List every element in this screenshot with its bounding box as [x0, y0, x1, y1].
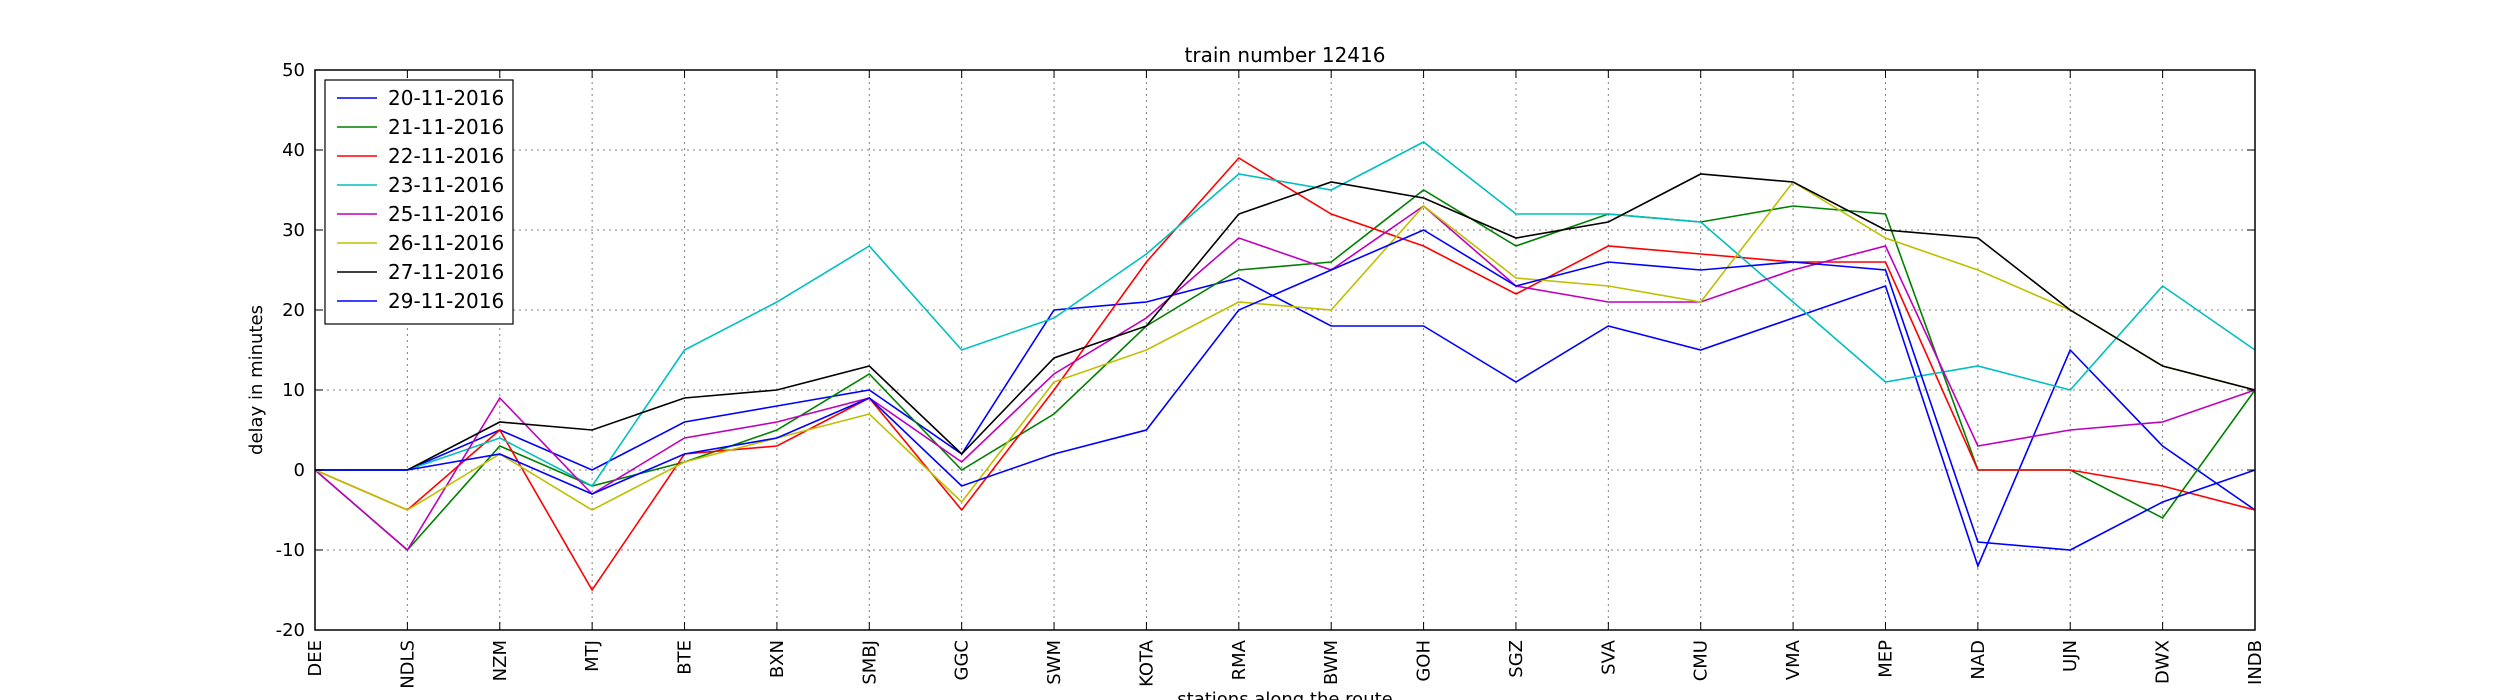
- x-tick-label: SWM: [1044, 640, 1065, 685]
- y-tick-label: -20: [276, 620, 305, 641]
- y-axis-label: delay in minutes: [246, 305, 267, 455]
- x-tick-label: BTE: [675, 640, 696, 675]
- chart-title: train number 12416: [1185, 43, 1386, 67]
- y-tick-label: -10: [276, 540, 305, 561]
- x-axis-ticks: DEE NDLS NZM MTJ BTE BXN SMBJ GGC SWM KOTA RMA BWM G…: [305, 70, 2266, 689]
- y-tick-label: 20: [282, 300, 305, 321]
- series-line-22-11-2016: [314, 156, 2256, 592]
- legend-entry: 26-11-2016: [388, 231, 504, 255]
- x-tick-label: BXN: [767, 640, 788, 678]
- x-axis-label: stations along the route: [1177, 689, 1392, 700]
- plot-frame: [314, 69, 2256, 631]
- y-tick-label: 0: [294, 460, 305, 481]
- x-tick-label: KOTA: [1136, 639, 1157, 687]
- legend-entry: 22-11-2016: [388, 144, 504, 168]
- x-tick-label: CMU: [1691, 640, 1712, 681]
- legend-entry: 21-11-2016: [388, 115, 504, 139]
- y-tick-label: 40: [282, 140, 305, 161]
- legend: 20-11-2016 21-11-2016 22-11-2016 23-11-2016…: [324, 79, 514, 325]
- y-tick-label: 30: [282, 220, 305, 241]
- x-tick-label: GOH: [1414, 640, 1435, 682]
- x-tick-label: VMA: [1783, 639, 1804, 680]
- legend-entry: 23-11-2016: [388, 173, 504, 197]
- x-tick-label: RMA: [1229, 639, 1250, 680]
- legend-entry: 20-11-2016: [388, 86, 504, 110]
- grid: [315, 70, 2255, 630]
- series-line-29-11-2016: [315, 229, 2256, 551]
- x-tick-label: INDB: [2245, 640, 2266, 685]
- x-tick-label: SVA: [1598, 639, 1619, 675]
- x-tick-label: NDLS: [397, 640, 418, 689]
- x-tick-label: DEE: [305, 640, 326, 677]
- series-lines: [314, 141, 2256, 592]
- legend-box: [324, 79, 514, 325]
- x-tick-label: DWX: [2153, 640, 2174, 684]
- y-tick-label: 50: [282, 60, 305, 81]
- y-tick-label: 10: [282, 380, 305, 401]
- legend-entry: 27-11-2016: [388, 260, 504, 284]
- series-line-23-11-2016: [315, 141, 2256, 488]
- series-line-25-11-2016: [314, 204, 2256, 552]
- x-tick-label: NAD: [1968, 640, 1989, 680]
- y-axis-ticks: -20 -10 0 10 20 30 40 50: [276, 60, 2255, 641]
- x-tick-label: SMBJ: [859, 640, 880, 685]
- x-tick-label: GGC: [952, 640, 973, 680]
- x-tick-label: NZM: [490, 640, 511, 681]
- series-line-27-11-2016: [315, 173, 2256, 471]
- x-tick-label: MTJ: [582, 640, 603, 672]
- x-tick-label: BWM: [1321, 640, 1342, 685]
- legend-entry: 25-11-2016: [388, 202, 504, 226]
- series-line-26-11-2016: [314, 180, 2256, 511]
- series-line-20-11-2016: [315, 277, 2256, 569]
- x-tick-label: MEP: [1875, 640, 1896, 678]
- x-tick-label: SGZ: [1506, 640, 1527, 678]
- x-tick-label: UJN: [2060, 640, 2081, 672]
- legend-entry: 29-11-2016: [388, 289, 504, 313]
- series-line-21-11-2016: [314, 189, 2256, 552]
